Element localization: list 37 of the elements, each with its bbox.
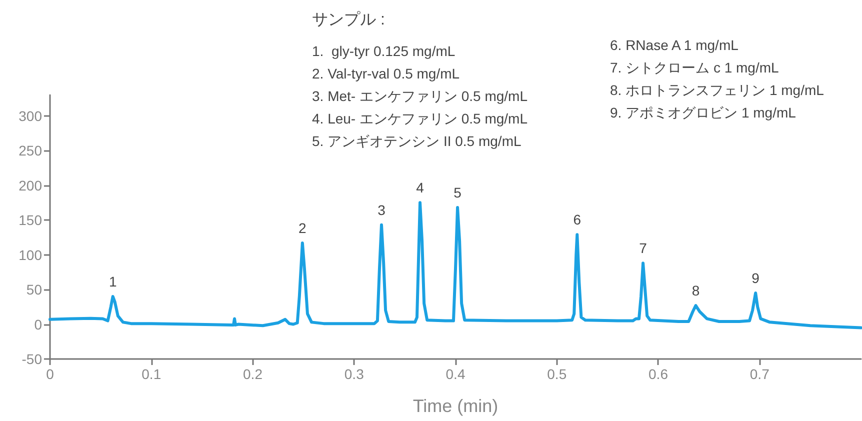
text: 7. シトクローム c 1 mg/mL	[610, 60, 780, 76]
annotation: 1	[108, 273, 117, 290]
y-tick-label: -50	[22, 351, 42, 367]
annotation: 2	[298, 220, 307, 236]
y-tick-label: 200	[18, 177, 42, 194]
annotation: 7	[639, 240, 648, 256]
text: 6. RNase A 1 mg/mL	[610, 37, 739, 53]
annotation: 3. Met- エンケファリン 0.5 mg/mL	[312, 88, 528, 104]
x-tick-label: 0.2	[243, 366, 263, 382]
annotation: 4	[416, 180, 424, 196]
x-axis-title: Time (min)	[412, 396, 498, 416]
y-tick-label: 100	[18, 246, 42, 263]
annotation: 9	[752, 270, 760, 286]
text: 2. Val-tyr-val 0.5 mg/mL	[312, 66, 460, 82]
line-series	[48, 201, 862, 330]
x-tick-label: 0.6	[648, 366, 668, 382]
annotation: 6	[573, 212, 582, 228]
x-tick-label: 0.5	[547, 366, 567, 382]
annotation: 8	[692, 282, 700, 299]
annotation: 5	[454, 184, 462, 201]
text: 1. gly-tyr 0.125 mg/mL	[312, 43, 456, 59]
annotation: 9. アポミオグロビン 1 mg/mL	[610, 104, 796, 120]
y-tick-label: 0	[34, 316, 42, 332]
x-tick-label: 0.7	[750, 366, 770, 382]
annotation: 8. ホロトランスフェリン 1 mg/mL	[610, 82, 824, 98]
x-tick-label: 0.1	[142, 366, 162, 382]
chart-title: サンプル :	[312, 10, 385, 28]
x-tick-label: 0.3	[344, 366, 364, 382]
x-tick-label: 0.4	[446, 366, 466, 382]
x-tick-label: 0	[46, 366, 54, 382]
annotation: 3	[378, 202, 386, 218]
y-tick-label: 150	[18, 212, 42, 228]
y-tick-label: 50	[26, 282, 42, 298]
y-tick-label: 300	[18, 108, 42, 124]
annotation: 4. Leu- エンケファリン 0.5 mg/mL	[312, 110, 528, 126]
y-tick-label: 250	[18, 142, 42, 159]
annotation: 5. アンギオテンシン II 0.5 mg/mL	[312, 133, 522, 149]
